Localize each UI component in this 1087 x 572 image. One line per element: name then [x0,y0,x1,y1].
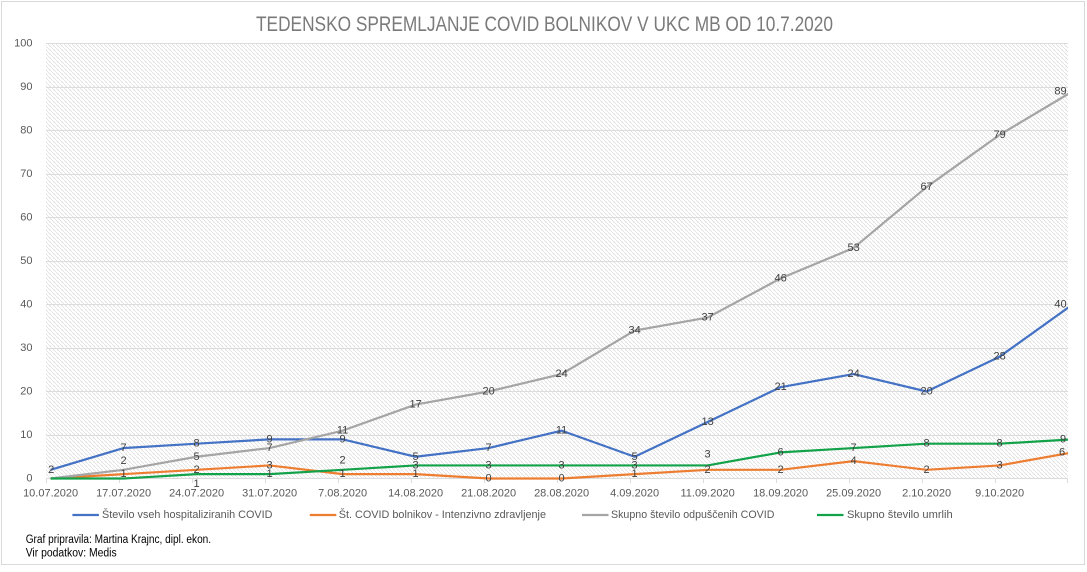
svg-text:7: 7 [267,442,273,454]
svg-text:2: 2 [705,464,711,476]
svg-text:3: 3 [705,449,711,461]
svg-text:24: 24 [847,368,859,380]
svg-text:Št. COVID bolnikov - Intenzivn: Št. COVID bolnikov - Intenzivno zdravlje… [339,508,546,521]
svg-text:89: 89 [1054,85,1066,97]
svg-text:Skupno število odpuščenih COVI: Skupno število odpuščenih COVID [611,509,774,521]
svg-text:8: 8 [997,438,1003,450]
svg-text:79: 79 [993,129,1005,141]
svg-text:2: 2 [121,455,127,467]
svg-text:TEDENSKO SPREMLJANJE COVID BOL: TEDENSKO SPREMLJANJE COVID BOLNIKOV V UK… [256,12,833,36]
svg-text:1: 1 [194,478,200,490]
svg-text:17: 17 [409,399,421,411]
svg-text:31.07.2020: 31.07.2020 [242,488,297,500]
svg-text:4.09.2020: 4.09.2020 [610,488,659,500]
svg-text:8: 8 [194,438,200,450]
svg-text:Graf pripravila: Martina Krajn: Graf pripravila: Martina Krajnc, dipl. e… [26,534,211,546]
svg-text:25.09.2020: 25.09.2020 [826,488,881,500]
svg-text:20: 20 [20,386,32,398]
svg-text:1: 1 [121,468,127,480]
svg-text:6: 6 [778,446,784,458]
svg-text:20: 20 [920,386,932,398]
svg-text:7: 7 [486,442,492,454]
svg-text:24.07.2020: 24.07.2020 [169,488,224,500]
svg-text:3: 3 [413,459,419,471]
svg-text:2.10.2020: 2.10.2020 [902,488,951,500]
svg-text:1: 1 [340,468,346,480]
svg-text:100: 100 [14,38,32,50]
svg-text:0: 0 [486,473,492,485]
svg-text:17.07.2020: 17.07.2020 [96,488,151,500]
svg-text:0: 0 [26,473,32,485]
svg-text:80: 80 [20,125,32,137]
svg-text:1: 1 [632,468,638,480]
svg-text:7: 7 [121,442,127,454]
svg-text:20: 20 [482,386,494,398]
svg-text:1: 1 [413,468,419,480]
svg-text:7: 7 [851,442,857,454]
svg-text:Število vseh hospitaliziranih: Število vseh hospitaliziranih COVID [102,508,273,521]
svg-text:2: 2 [194,464,200,476]
svg-text:40: 40 [1054,299,1066,311]
svg-text:13: 13 [701,416,713,428]
svg-text:2: 2 [340,454,346,466]
svg-text:67: 67 [920,181,932,193]
svg-text:14.08.2020: 14.08.2020 [388,488,443,500]
svg-text:21.08.2020: 21.08.2020 [461,488,516,500]
svg-text:50: 50 [20,255,32,267]
svg-text:2: 2 [48,464,54,476]
svg-text:60: 60 [20,212,32,224]
svg-text:4: 4 [851,455,857,467]
svg-text:6: 6 [1059,446,1065,458]
svg-text:46: 46 [774,272,786,284]
svg-text:18.09.2020: 18.09.2020 [753,488,808,500]
svg-text:9.10.2020: 9.10.2020 [975,488,1024,500]
svg-text:40: 40 [20,299,32,311]
svg-text:37: 37 [701,312,713,324]
svg-text:53: 53 [847,242,859,254]
svg-text:0: 0 [559,473,565,485]
svg-text:2: 2 [924,464,930,476]
svg-text:11.09.2020: 11.09.2020 [680,488,734,500]
svg-text:28: 28 [993,351,1005,363]
svg-text:7.08.2020: 7.08.2020 [318,488,367,500]
svg-text:3: 3 [632,459,638,471]
svg-text:11: 11 [556,425,567,437]
svg-text:3: 3 [559,459,565,471]
svg-text:3: 3 [267,459,273,471]
svg-text:5: 5 [632,451,638,463]
svg-text:70: 70 [20,168,32,180]
svg-text:21: 21 [774,381,786,393]
svg-text:Skupno število umrlih: Skupno število umrlih [847,509,953,521]
svg-text:34: 34 [628,325,640,337]
svg-text:9: 9 [267,433,273,445]
svg-text:11: 11 [337,425,348,437]
svg-text:10: 10 [20,429,32,441]
svg-text:24: 24 [555,368,567,380]
svg-text:Vir podatkov: Medis: Vir podatkov: Medis [26,548,117,560]
svg-text:28.08.2020: 28.08.2020 [534,488,589,500]
svg-text:9: 9 [340,433,346,445]
svg-text:3: 3 [997,459,1003,471]
svg-text:10.07.2020: 10.07.2020 [23,488,78,500]
svg-text:2: 2 [778,464,784,476]
svg-text:8: 8 [924,438,930,450]
svg-text:30: 30 [20,342,32,354]
svg-text:5: 5 [194,451,200,463]
svg-text:9: 9 [1060,433,1066,445]
svg-text:90: 90 [20,81,32,93]
svg-text:1: 1 [267,468,273,480]
svg-text:3: 3 [486,459,492,471]
svg-text:5: 5 [413,451,419,463]
